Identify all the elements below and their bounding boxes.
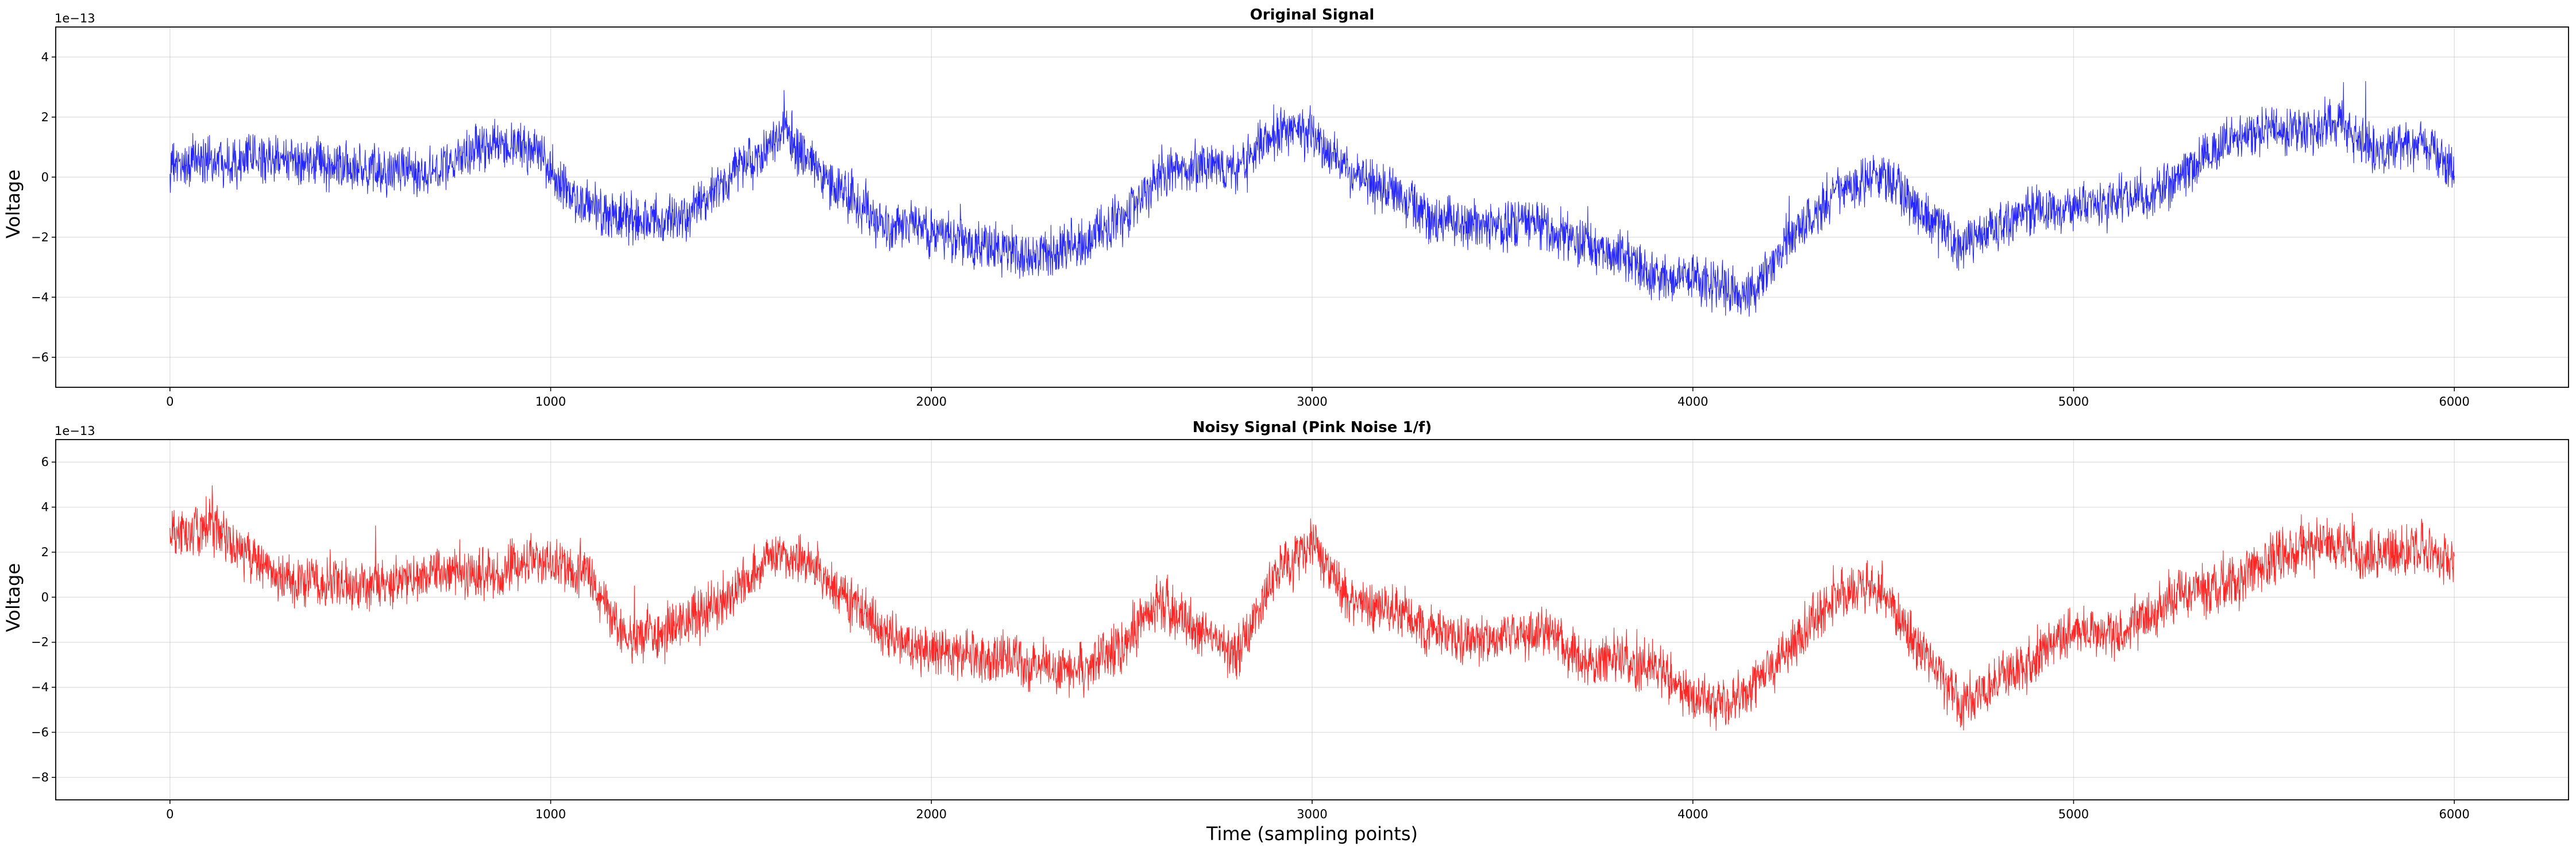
y-offset-label: 1e−13: [55, 424, 95, 438]
y-tick-label: 0: [41, 590, 49, 604]
y-tick-label: 2: [41, 110, 49, 124]
y-tick-label: −2: [31, 636, 49, 649]
y-tick-label: −6: [31, 725, 49, 739]
x-tick-label: 6000: [2439, 807, 2469, 821]
x-tick-label: 5000: [2058, 395, 2089, 409]
y-axis-label: Voltage: [2, 170, 24, 238]
x-tick-label: 3000: [1297, 395, 1327, 409]
x-tick-label: 4000: [1678, 395, 1708, 409]
series-line: [169, 80, 2455, 317]
grid: [56, 27, 2569, 387]
y-tick-label: −4: [31, 680, 49, 694]
plot-title: Noisy Signal (Pink Noise 1/f): [1193, 419, 1432, 436]
x-tick-label: 1000: [535, 807, 566, 821]
x-tick-label: 0: [166, 395, 173, 409]
series-group: [169, 80, 2455, 317]
x-tick-label: 6000: [2439, 395, 2469, 409]
x-axis-label: Time (sampling points): [1206, 823, 1418, 845]
y-axis: 4 2 0 −2 −4 −6: [31, 50, 56, 364]
x-axis: 0 1000 2000 3000 4000 5000 6000: [166, 800, 2470, 821]
noisy-signal-plot: Noisy Signal (Pink Noise 1/f) 1e−13 Volt…: [2, 419, 2569, 845]
y-tick-label: −8: [31, 771, 49, 784]
y-tick-label: 0: [41, 170, 49, 184]
x-tick-label: 2000: [916, 395, 947, 409]
x-tick-label: 4000: [1678, 807, 1708, 821]
y-tick-label: 4: [41, 50, 49, 64]
y-axis-label: Voltage: [2, 563, 24, 632]
x-tick-label: 2000: [916, 807, 947, 821]
series-group: [169, 485, 2455, 731]
y-tick-label: 4: [41, 500, 49, 514]
y-tick-label: −6: [31, 351, 49, 364]
y-tick-label: −4: [31, 290, 49, 304]
y-offset-label: 1e−13: [55, 11, 95, 25]
x-tick-label: 5000: [2058, 807, 2089, 821]
y-axis: 6 4 2 0 −2 −4 −6 −8: [31, 455, 56, 784]
y-tick-label: −2: [31, 230, 49, 244]
x-tick-label: 0: [166, 807, 173, 821]
x-tick-label: 1000: [535, 395, 566, 409]
x-tick-label: 3000: [1297, 807, 1327, 821]
plot-title: Original Signal: [1250, 6, 1375, 24]
y-tick-label: 6: [41, 455, 49, 469]
original-signal-plot: Original Signal 1e−13 Voltage 0 1000 2000 3…: [2, 6, 2569, 409]
x-axis: 0 1000 2000 3000 4000 5000 6000: [166, 387, 2470, 409]
series-line: [169, 485, 2455, 731]
y-tick-label: 2: [41, 545, 49, 559]
